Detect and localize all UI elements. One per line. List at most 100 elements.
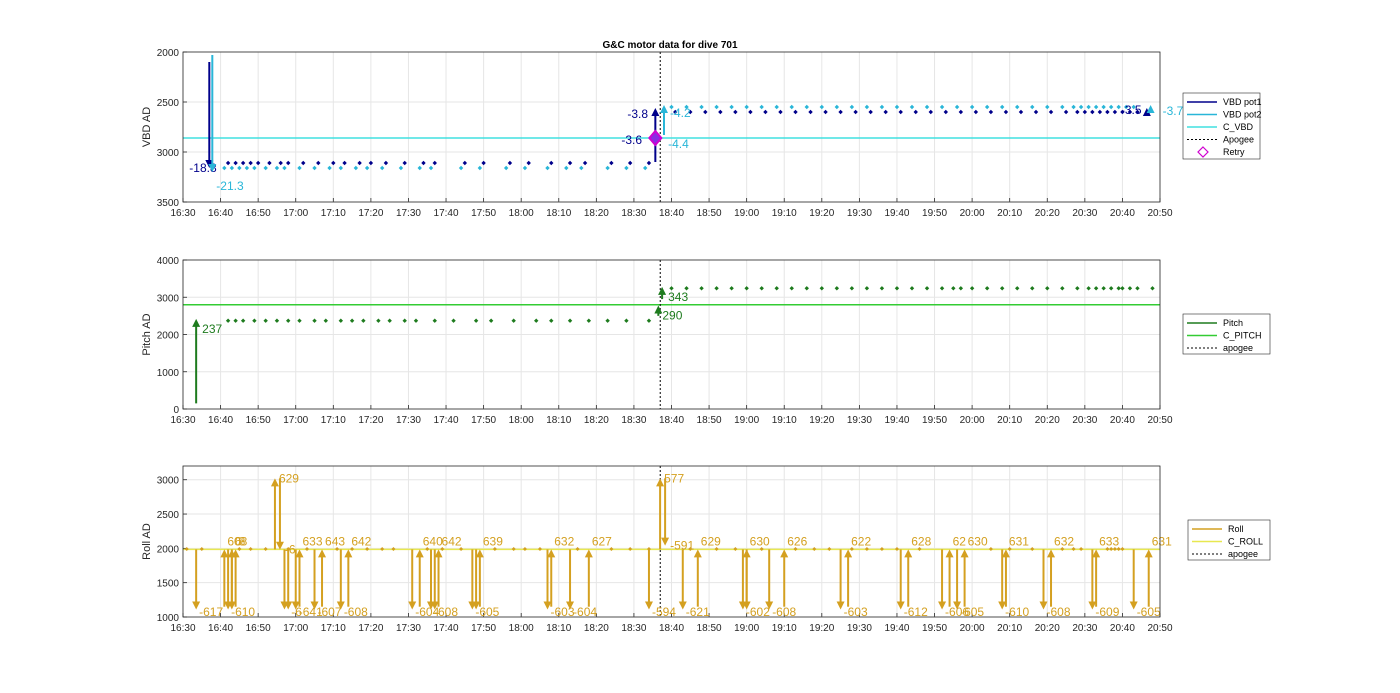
vbd-pot1-point [357,160,362,166]
roll-up-label: 642 [442,535,462,549]
pitch-point [819,286,825,291]
legend-label: C_ROLL [1228,537,1263,547]
pitch-point [849,286,855,291]
pitch-point [1045,286,1050,291]
pitch-move-arrow-head [654,305,663,314]
roll-point [1112,547,1117,552]
vbd-pot2-point [1030,104,1035,110]
roll-down-label: -604 [573,605,597,619]
vbd-pot2-point [774,104,779,110]
roll-down-arrow-head [430,601,439,610]
vbd-pot2-point [714,104,719,110]
y-tick-label: 3000 [157,476,180,487]
pitch-point [699,286,704,291]
vbd-pot1-point [627,160,633,166]
roll-down-label: -610 [1005,605,1029,619]
roll-up-arrow-head [415,549,424,558]
x-tick-label: 20:10 [997,208,1022,219]
x-tick-label: 20:40 [1110,623,1135,634]
roll-up-arrow-head [220,549,229,558]
vbd-pot1-point [402,160,407,166]
roll-down-label: -608 [772,605,796,619]
vbd-pot2-point [642,165,648,171]
roll-up-arrow-head [434,549,443,558]
legend-label: C_PITCH [1223,331,1262,341]
pitch-point [958,286,964,291]
vbd-pot1-point [1033,109,1039,115]
roll-down-label: -603 [550,605,574,619]
roll-point [1105,547,1110,552]
roll-up-arrow-head [780,549,789,558]
x-tick-label: 20:20 [1035,623,1060,634]
pitch-move-label: 343 [668,290,688,304]
vbd-pot1-point [1063,109,1069,115]
vbd-pot1-point [267,160,272,166]
pitch-point [834,286,840,291]
vbd-move-label: -3.7 [1163,104,1184,118]
x-tick-label: 18:10 [546,415,571,426]
roll-point [380,547,385,552]
pitch-point [387,318,392,323]
pitch-point [669,286,674,291]
vbd-pot2-point [327,165,332,171]
vbd-pot2-point [999,104,1005,110]
roll-spike-label: 577 [664,471,684,485]
x-tick-label: 16:40 [208,623,233,634]
roll-spike-label: 629 [279,471,299,485]
pitch-point [789,286,794,291]
legend-swatch [1197,146,1209,158]
vbd-pot2-point [1093,104,1099,110]
vbd-pot2-point [1131,104,1136,110]
x-tick-label: 18:40 [659,623,684,634]
vbd-pot2-point [312,165,317,171]
vbd-pot2-point [1086,104,1091,110]
vbd-pot2-point [669,104,674,110]
roll-point [1109,547,1114,552]
x-tick-label: 17:10 [321,415,346,426]
roll-point [511,547,516,552]
pitch-point [323,318,328,323]
roll-down-arrow-head [953,601,962,610]
roll-up-arrow-head [295,549,304,558]
roll-down-arrow-head [1129,601,1138,610]
vbd-pot1-point [1135,109,1140,115]
roll-point [688,547,693,552]
roll-up-arrow-head [844,549,853,558]
pitch-point [804,286,809,291]
pitch-point [549,318,554,323]
x-tick-label: 20:50 [1147,208,1172,219]
roll-point [492,547,497,552]
y-tick-label: 0 [173,405,179,416]
x-tick-label: 16:50 [246,623,271,634]
x-tick-label: 20:10 [997,415,1022,426]
vbd-pot2-point [252,165,257,171]
pitch-point [338,318,344,323]
roll-down-arrow-head [678,601,687,610]
roll-up-label: 643 [325,535,345,549]
vbd-move-label: -3.6 [621,133,642,147]
x-tick-label: 20:30 [1072,415,1097,426]
roll-up-label: 642 [351,535,371,549]
legend-label: VBD pot1 [1223,97,1262,107]
vbd-pot1-point [526,160,531,166]
chart-title: G&C motor data for dive 701 [602,40,737,51]
x-tick-label: 19:50 [922,415,947,426]
vbd-move-arrow-head [659,105,668,113]
roll-down-arrow-head [472,601,481,610]
vbd-pot1-point [342,160,347,166]
roll-point [1120,547,1125,552]
x-tick-label: 19:50 [922,208,947,219]
roll-up-label: 630 [968,535,988,549]
legend-label: Retry [1223,147,1245,157]
pitch-move-label: 237 [202,322,222,336]
pitch-point [361,318,366,323]
roll-down-arrow-head [192,601,201,610]
roll-return-arrow-head [275,541,284,550]
vbd-pot1-point [853,109,858,115]
vbd-pot1-point [1003,109,1009,115]
pitch-point [274,318,280,323]
x-tick-label: 20:00 [960,415,985,426]
x-tick-label: 17:10 [321,623,346,634]
roll-point [391,547,396,552]
x-tick-label: 20:10 [997,623,1022,634]
